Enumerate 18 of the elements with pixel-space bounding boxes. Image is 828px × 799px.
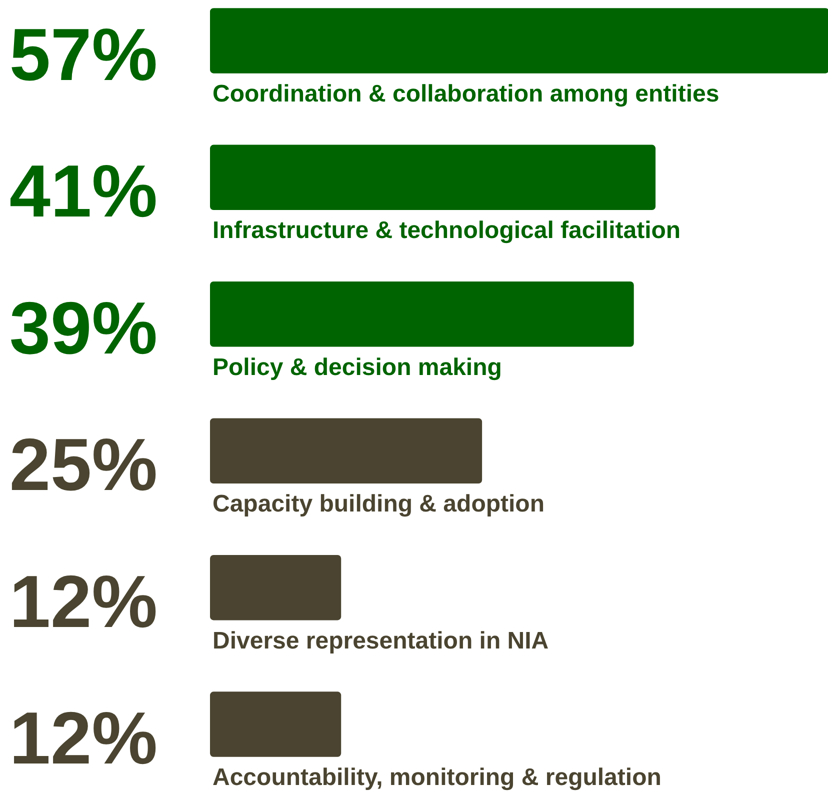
bar — [210, 144, 656, 210]
data-label: 41% — [9, 150, 158, 233]
data-label: 12% — [9, 696, 158, 780]
y-tick-label: Accountability, monitoring & regulation — [212, 764, 662, 792]
y-tick-label: Infrastructure & technological facilitation — [212, 217, 681, 244]
y-tick-label: Policy & decision making — [212, 354, 502, 381]
bar — [210, 692, 342, 757]
bar — [210, 8, 828, 74]
data-label: 39% — [9, 286, 158, 370]
data-label: 25% — [9, 423, 158, 506]
bar — [210, 554, 342, 620]
bar — [210, 418, 482, 484]
y-tick-label: Capacity building & adoption — [212, 490, 544, 518]
data-label: 57% — [9, 12, 158, 96]
y-tick-label: Coordination & collaboration among entities — [212, 80, 720, 108]
y-tick-label: Diverse representation in NIA — [212, 627, 549, 654]
bar — [210, 282, 634, 347]
data-label: 12% — [9, 560, 158, 643]
